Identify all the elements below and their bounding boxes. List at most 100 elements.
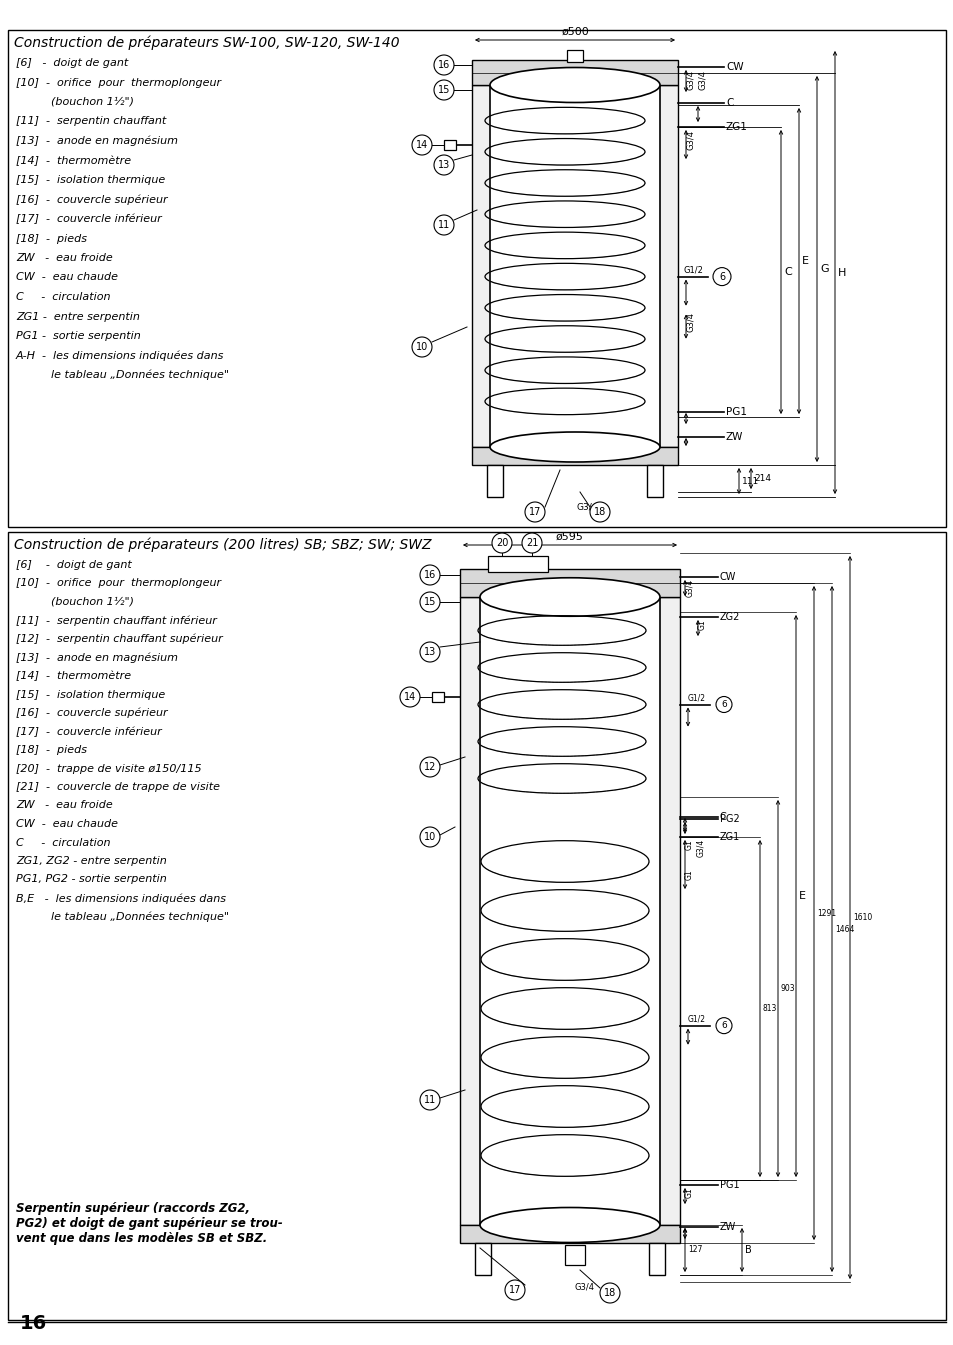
- Text: G1: G1: [684, 839, 693, 850]
- Text: [20]  -  trappe de visite ø150/115: [20] - trappe de visite ø150/115: [16, 764, 201, 773]
- Text: 14: 14: [416, 140, 428, 151]
- Bar: [472, 447, 678, 465]
- Text: [21]  -  couvercle de trappe de visite: [21] - couvercle de trappe de visite: [16, 781, 220, 792]
- Circle shape: [599, 1283, 619, 1303]
- Circle shape: [419, 1089, 439, 1110]
- Text: [18]  -  pieds: [18] - pieds: [16, 745, 87, 755]
- Text: 16: 16: [423, 570, 436, 580]
- Text: [13]  -  anode en magnésium: [13] - anode en magnésium: [16, 136, 178, 147]
- Text: C     -  circulation: C - circulation: [16, 838, 111, 847]
- Text: C: C: [783, 268, 791, 277]
- Text: 12: 12: [423, 763, 436, 772]
- Text: Construction de préparateurs (200 litres) SB; SBZ; SW; SWZ: Construction de préparateurs (200 litres…: [14, 538, 431, 553]
- Circle shape: [434, 55, 454, 75]
- Text: 111: 111: [741, 476, 759, 486]
- Circle shape: [716, 1018, 731, 1034]
- Text: 11: 11: [437, 221, 450, 230]
- Text: 11: 11: [423, 1095, 436, 1106]
- Text: E: E: [799, 890, 805, 901]
- Text: [11]  -  serpentin chauffant: [11] - serpentin chauffant: [16, 117, 166, 126]
- Text: ZG2: ZG2: [720, 612, 740, 621]
- Text: ø595: ø595: [556, 533, 583, 542]
- Text: Serpentin supérieur (raccords ZG2,
PG2) et doigt de gant supérieur se trou-
vent: Serpentin supérieur (raccords ZG2, PG2) …: [16, 1202, 282, 1245]
- Bar: [479, 597, 659, 1225]
- Text: 214: 214: [753, 473, 770, 483]
- Text: G1: G1: [684, 869, 693, 880]
- Text: G3/4: G3/4: [577, 502, 598, 511]
- Text: (bouchon 1½"): (bouchon 1½"): [16, 597, 133, 607]
- Circle shape: [434, 79, 454, 100]
- Text: G: G: [820, 264, 828, 274]
- Text: G3/4: G3/4: [696, 839, 704, 857]
- Text: ZG1 -  entre serpentin: ZG1 - entre serpentin: [16, 312, 140, 321]
- Text: PG1: PG1: [720, 1180, 739, 1190]
- Text: [10]  -  orifice  pour  thermoplongeur: [10] - orifice pour thermoplongeur: [16, 578, 221, 589]
- Bar: [432, 691, 443, 702]
- Text: [15]  -  isolation thermique: [15] - isolation thermique: [16, 690, 165, 699]
- Ellipse shape: [490, 432, 659, 461]
- Text: 16: 16: [20, 1314, 48, 1333]
- Text: A-H  -  les dimensions indiquées dans: A-H - les dimensions indiquées dans: [16, 351, 224, 360]
- Text: CW: CW: [720, 572, 736, 582]
- Circle shape: [589, 502, 609, 522]
- Circle shape: [412, 134, 432, 155]
- Text: [6]   -  doigt de gant: [6] - doigt de gant: [16, 58, 128, 69]
- Text: [17]  -  couvercle inférieur: [17] - couvercle inférieur: [16, 214, 162, 225]
- Circle shape: [716, 697, 731, 713]
- Text: ZW: ZW: [725, 432, 742, 443]
- Text: B,E   -  les dimensions indiquées dans: B,E - les dimensions indiquées dans: [16, 893, 226, 904]
- Bar: [459, 569, 679, 597]
- Text: 20: 20: [496, 538, 508, 547]
- Text: [13]  -  anode en magnésium: [13] - anode en magnésium: [16, 652, 178, 663]
- Text: G1/2: G1/2: [683, 265, 703, 274]
- Text: [6]    -  doigt de gant: [6] - doigt de gant: [16, 560, 132, 570]
- Text: 18: 18: [594, 507, 605, 516]
- Text: CW  -  eau chaude: CW - eau chaude: [16, 819, 118, 829]
- Circle shape: [419, 757, 439, 777]
- Circle shape: [419, 592, 439, 612]
- Text: 1291: 1291: [816, 908, 835, 917]
- Text: PG1: PG1: [725, 408, 746, 417]
- Circle shape: [419, 565, 439, 585]
- Bar: [472, 85, 678, 447]
- Text: 13: 13: [437, 160, 450, 169]
- Bar: [646, 465, 662, 498]
- Text: 16: 16: [437, 61, 450, 70]
- Text: 10: 10: [416, 342, 428, 352]
- Text: CW: CW: [725, 62, 742, 73]
- Text: 14: 14: [403, 691, 416, 702]
- Text: 813: 813: [762, 1003, 777, 1013]
- Text: 15: 15: [423, 597, 436, 607]
- Text: PG2: PG2: [720, 814, 739, 824]
- Text: C: C: [725, 98, 733, 108]
- Circle shape: [412, 338, 432, 356]
- Ellipse shape: [479, 578, 659, 616]
- Text: B: B: [744, 1245, 751, 1255]
- Text: C     -  circulation: C - circulation: [16, 292, 111, 303]
- Text: PG1 -  sortie serpentin: PG1 - sortie serpentin: [16, 331, 141, 342]
- Text: [16]  -  couvercle supérieur: [16] - couvercle supérieur: [16, 707, 168, 718]
- Text: 10: 10: [423, 833, 436, 842]
- Text: 13: 13: [423, 647, 436, 656]
- Text: 127: 127: [687, 1245, 701, 1255]
- Text: 903: 903: [781, 985, 795, 993]
- Bar: [8, 533, 945, 1319]
- Text: 21: 21: [525, 538, 537, 547]
- Text: G3/4: G3/4: [685, 130, 695, 151]
- Text: ZW   -  eau froide: ZW - eau froide: [16, 800, 112, 811]
- Text: C: C: [720, 812, 726, 822]
- Text: CW  -  eau chaude: CW - eau chaude: [16, 273, 118, 282]
- Text: ZW   -  eau froide: ZW - eau froide: [16, 253, 112, 264]
- Text: [18]  -  pieds: [18] - pieds: [16, 234, 87, 243]
- Text: [14]  -  thermomètre: [14] - thermomètre: [16, 671, 131, 682]
- FancyArrow shape: [564, 1245, 584, 1266]
- Text: ZG1: ZG1: [725, 122, 747, 132]
- Ellipse shape: [490, 67, 659, 102]
- Bar: [459, 1225, 679, 1243]
- Text: [12]  -  serpentin chauffant supérieur: [12] - serpentin chauffant supérieur: [16, 633, 222, 644]
- Text: G1: G1: [684, 1188, 693, 1197]
- Text: G3/4: G3/4: [684, 578, 693, 597]
- Circle shape: [434, 155, 454, 175]
- Circle shape: [712, 268, 730, 285]
- Bar: [475, 1243, 491, 1275]
